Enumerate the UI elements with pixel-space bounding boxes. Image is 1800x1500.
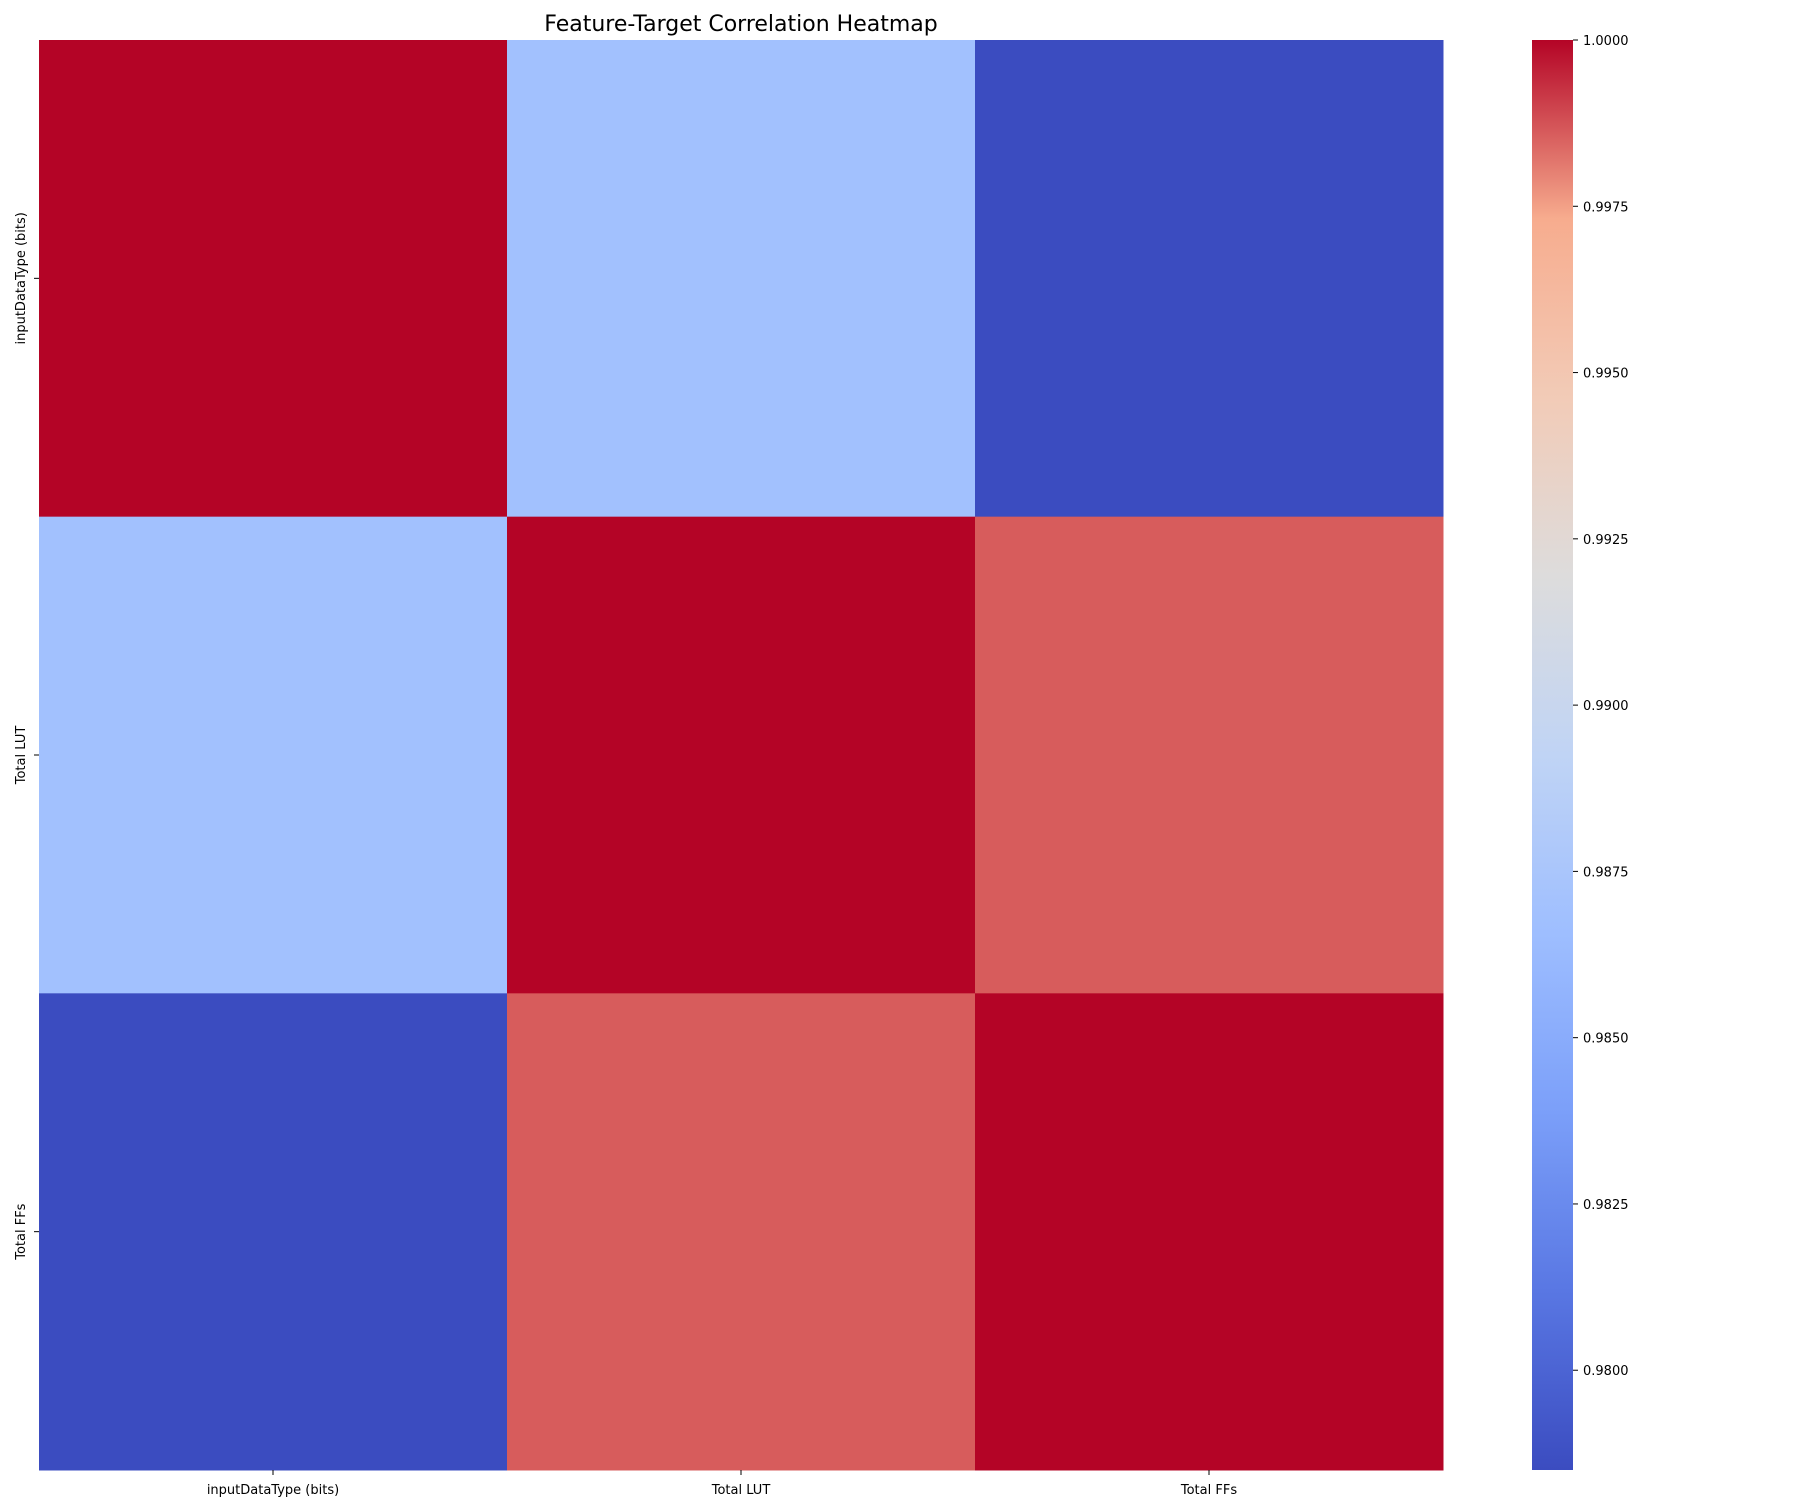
heatmap-cell (975, 40, 1444, 518)
colorbar-tick-label: 0.9850 (1583, 1032, 1629, 1047)
colorbar-tick-label: 0.9900 (1583, 699, 1629, 714)
colorbar-tick-label: 1.0000 (1583, 34, 1629, 49)
heatmap-cell (39, 993, 508, 1471)
colorbar-tick-label: 0.9875 (1583, 865, 1629, 880)
heatmap-cell (507, 993, 976, 1471)
heatmap-cell (507, 40, 976, 518)
x-tick-label: Total FFs (1180, 1483, 1237, 1498)
y-axis-ticks: inputDataType (bits) Total LUT Total FFs (14, 212, 39, 1261)
heatmap-cells (39, 40, 1444, 1471)
chart-title: Feature-Target Correlation Heatmap (544, 12, 937, 37)
heatmap-cell (507, 516, 976, 994)
colorbar-tick-label: 0.9925 (1583, 533, 1629, 548)
heatmap-cell (975, 993, 1444, 1471)
y-tick-label: inputDataType (bits) (14, 212, 29, 344)
colorbar (1532, 40, 1573, 1470)
colorbar-tick-label: 0.9975 (1583, 200, 1629, 215)
colorbar-tick-label: 0.9800 (1583, 1364, 1629, 1379)
colorbar-tick-label: 0.9950 (1583, 367, 1629, 382)
y-tick-label: Total FFs (14, 1203, 29, 1260)
heatmap-cell (39, 516, 508, 994)
y-tick-label: Total LUT (14, 726, 29, 786)
colorbar-ticks: 0.9800 0.9825 0.9850 0.9875 0.9900 0.9925 0.99… (1573, 34, 1629, 1379)
x-axis-ticks: inputDataType (bits) Total LUT Total FFs (207, 1470, 1237, 1498)
heatmap-cell (975, 516, 1444, 994)
x-tick-label: inputDataType (bits) (207, 1483, 339, 1498)
x-tick-label: Total LUT (711, 1483, 771, 1498)
colorbar-tick-label: 0.9825 (1583, 1198, 1629, 1213)
heatmap-cell (39, 40, 508, 518)
